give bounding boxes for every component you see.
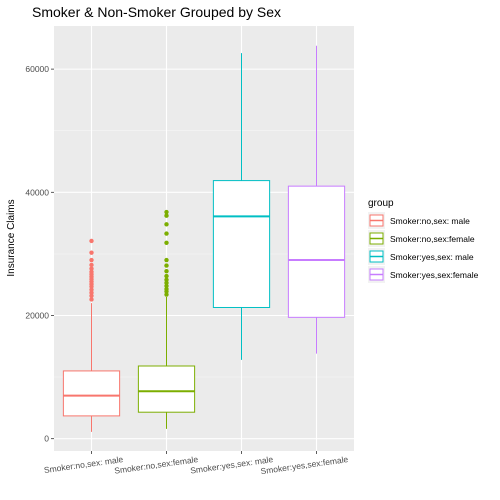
boxplot-3: [212, 53, 271, 360]
outlier-point: [89, 257, 94, 263]
box: [287, 185, 346, 318]
outlier-point: [89, 293, 94, 298]
box: [212, 180, 271, 308]
legend-label: Smoker:no,sex:female: [390, 234, 475, 244]
legend-item-1: Smoker:no,sex: male: [368, 212, 470, 229]
x-tick-label: Smoker:yes,sex:female: [260, 454, 349, 476]
outlier-point: [164, 257, 169, 263]
outlier-point: [89, 238, 94, 244]
outlier-point: [89, 297, 94, 302]
outlier-point: [164, 209, 169, 215]
x-tick-label: Smoker:no,sex: male: [43, 454, 124, 475]
outlier-point: [89, 290, 94, 295]
outlier-point: [164, 231, 169, 236]
box: [62, 370, 121, 417]
y-tick-label: 60000: [25, 64, 49, 74]
outlier-point: [164, 240, 169, 246]
outlier-point: [164, 277, 169, 282]
outlier-point: [164, 263, 169, 268]
boxplot-4: [287, 45, 346, 354]
y-tick-label: 40000: [25, 187, 49, 197]
y-tick-label: 0: [44, 434, 49, 444]
box: [137, 365, 196, 413]
outlier-point: [164, 213, 169, 218]
legend-label: Smoker:yes,sex: male: [390, 252, 474, 262]
outlier-point: [164, 222, 169, 227]
outlier-point: [89, 250, 94, 255]
boxplots: [62, 45, 346, 432]
outlier-point: [89, 266, 94, 271]
y-tick-label: 20000: [25, 310, 49, 320]
outlier-point: [89, 262, 94, 268]
outlier-point: [164, 273, 169, 279]
boxplot-2: [137, 209, 196, 429]
x-tick-label: Smoker:no,sex:female: [114, 454, 199, 476]
legend-item-2: Smoker:no,sex:female: [368, 230, 475, 247]
boxplot-1: [62, 238, 121, 432]
legend-label: Smoker:no,sex: male: [390, 216, 470, 226]
outlier-point: [89, 269, 94, 274]
y-axis-label: Insurance Claims: [6, 199, 17, 276]
outlier-point: [164, 283, 169, 289]
legend-label: Smoker:yes,sex:female: [390, 270, 479, 280]
outlier-point: [89, 287, 94, 292]
outlier-point: [164, 292, 169, 297]
chart-title: Smoker & Non-Smoker Grouped by Sex: [32, 4, 281, 20]
legend-item-4: Smoker:yes,sex:female: [368, 266, 479, 283]
outlier-point: [164, 280, 169, 286]
legend-title: group: [368, 198, 394, 209]
y-axis: 0 20000 40000 60000: [25, 64, 54, 444]
outlier-point: [164, 286, 169, 292]
legend-item-3: Smoker:yes,sex: male: [368, 248, 474, 265]
outlier-point: [164, 268, 169, 274]
legend: Smoker:no,sex: male Smoker:no,sex:female S…: [368, 212, 479, 283]
